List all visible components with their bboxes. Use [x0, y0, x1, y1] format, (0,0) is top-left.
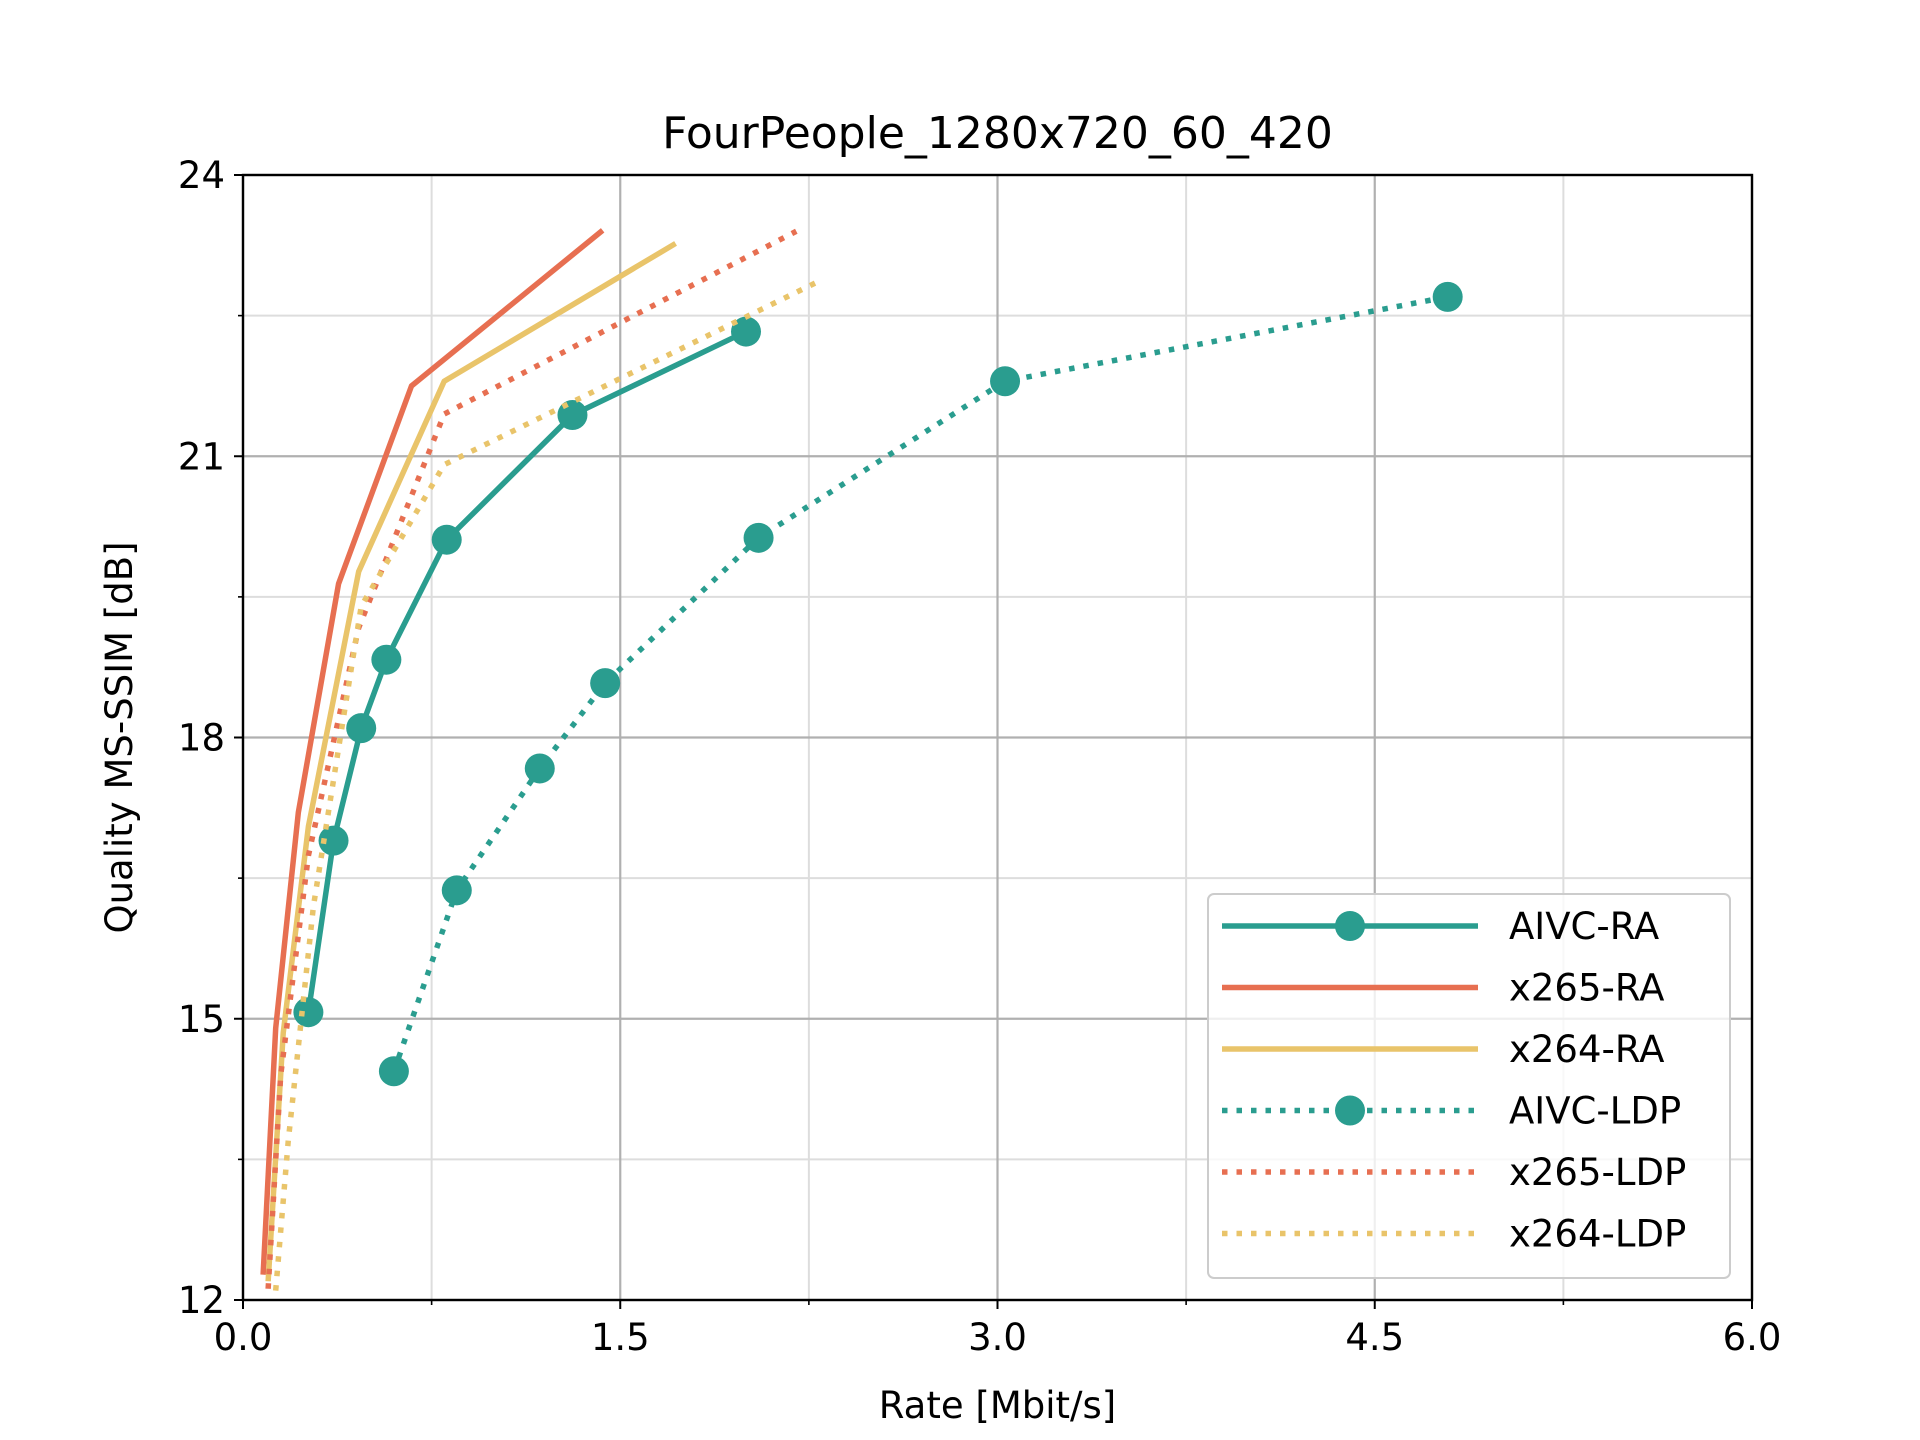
- data-point-aivc-ldp: [441, 875, 472, 906]
- data-point-aivc-ra: [731, 316, 761, 347]
- x-tick-label: 6.0: [1723, 1316, 1782, 1359]
- series-x264-ldp: [272, 277, 823, 1291]
- data-point-aivc-ldp: [524, 753, 555, 784]
- axis-ticks: 0.0 1.5 3.0 4.5 6.0 12 15 18 21 24: [178, 154, 1782, 1359]
- y-tick-label: 18: [178, 717, 225, 760]
- y-axis-label: Quality MS-SSIM [dB]: [98, 541, 141, 933]
- legend-label-x265-ldp: x265-LDP: [1509, 1151, 1686, 1194]
- series-x264-ra: [265, 241, 677, 1282]
- data-point-aivc-ldp: [590, 668, 621, 699]
- x-axis-label: Rate [Mbit/s]: [879, 1384, 1116, 1427]
- y-tick-label: 12: [178, 1279, 225, 1322]
- x-tick-label: 0.0: [214, 1316, 273, 1359]
- x-tick-label: 3.0: [968, 1316, 1027, 1359]
- y-tick-label: 21: [178, 435, 225, 478]
- chart-title: FourPeople_1280x720_60_420: [662, 108, 1333, 159]
- data-point-aivc-ra: [346, 713, 377, 744]
- data-point-aivc-ldp: [378, 1056, 409, 1087]
- legend-label-x264-ldp: x264-LDP: [1509, 1213, 1686, 1256]
- plot-lines: [260, 228, 1463, 1291]
- legend-marker-aivc-ra: [1335, 911, 1365, 941]
- legend-label-aivc-ldp: AIVC-LDP: [1509, 1090, 1681, 1133]
- data-point-aivc-ldp: [990, 366, 1021, 397]
- data-point-aivc-ra: [293, 997, 324, 1028]
- legend-item-aivc-ldp: AIVC-LDP: [1222, 1090, 1681, 1133]
- series-line-x264-ra: [265, 241, 677, 1282]
- data-point-aivc-ldp: [1432, 281, 1463, 312]
- x-tick-label: 4.5: [1345, 1316, 1404, 1359]
- y-tick-label: 15: [178, 998, 225, 1041]
- legend-item-aivc-ra: AIVC-RA: [1222, 905, 1659, 948]
- series-line-x265-ra: [260, 228, 605, 1275]
- series-line-x265-ldp: [265, 228, 798, 1289]
- data-point-aivc-ra: [431, 524, 462, 555]
- series-x265-ra: [260, 228, 605, 1275]
- legend-item-x265-ldp: x265-LDP: [1222, 1151, 1686, 1194]
- legend-item-x264-ldp: x264-LDP: [1222, 1213, 1686, 1256]
- series-aivc-ldp: [378, 281, 1463, 1087]
- legend: AIVC-RA x265-RA x264-RA AIVC-LDP x265-LDP x26…: [1207, 893, 1731, 1279]
- series-x265-ldp: [265, 228, 798, 1289]
- legend-item-x264-ra: x264-RA: [1222, 1028, 1664, 1071]
- legend-item-x265-ra: x265-RA: [1222, 967, 1664, 1010]
- legend-label-x264-ra: x264-RA: [1509, 1028, 1664, 1071]
- legend-marker-aivc-ldp: [1335, 1095, 1365, 1126]
- series-aivc-ra: [293, 316, 761, 1028]
- data-point-aivc-ldp: [743, 522, 774, 553]
- data-point-aivc-ra: [318, 825, 349, 856]
- legend-label-x265-ra: x265-RA: [1509, 967, 1664, 1010]
- data-point-aivc-ra: [371, 644, 402, 675]
- series-line-x264-ldp: [272, 277, 823, 1291]
- x-tick-label: 1.5: [591, 1316, 650, 1359]
- legend-label-aivc-ra: AIVC-RA: [1509, 905, 1659, 948]
- y-tick-label: 24: [178, 154, 225, 197]
